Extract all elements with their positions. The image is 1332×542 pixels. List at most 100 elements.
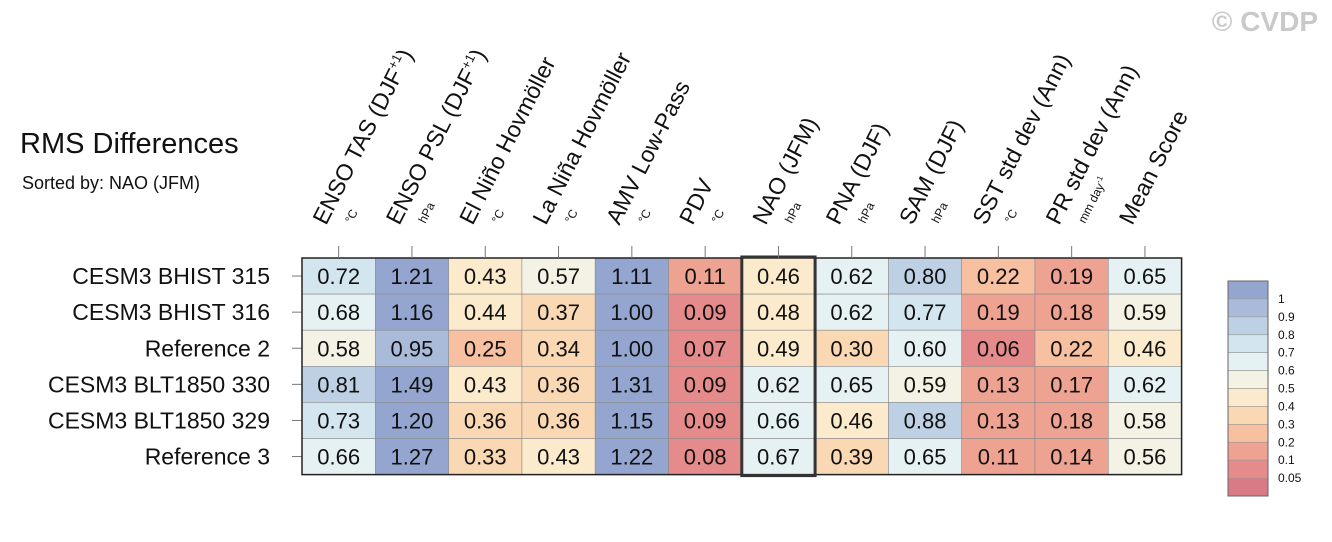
colorbar-segment <box>1227 459 1269 479</box>
row-label: CESM3 BHIST 315 <box>72 263 270 289</box>
heatmap-cell <box>888 329 963 367</box>
cell-value: 0.56 <box>1124 445 1167 470</box>
cell-value: 0.33 <box>464 445 507 470</box>
heatmap-cell <box>521 438 596 475</box>
cell-value: 0.58 <box>317 336 360 361</box>
cell-value: 0.72 <box>317 264 360 289</box>
cell-value: 0.88 <box>904 408 947 433</box>
heatmap-cell <box>374 365 449 403</box>
heatmap-cell <box>374 257 449 295</box>
heatmap-cell <box>374 329 449 367</box>
heatmap-cell <box>741 293 816 331</box>
colorbar-label: 0.7 <box>1278 346 1295 360</box>
column-unit: hPa <box>782 200 804 226</box>
colorbar-label: 0.2 <box>1278 435 1295 449</box>
heatmap-cell <box>1108 329 1182 367</box>
heatmap-cell <box>301 438 376 475</box>
cell-value: 0.59 <box>1124 300 1167 325</box>
cell-value: 0.67 <box>757 445 800 470</box>
heatmap-cell <box>301 329 376 367</box>
heatmap-cell <box>741 329 816 367</box>
column-label-superscript: +1 <box>458 51 478 71</box>
heatmap-cell <box>668 329 743 367</box>
cell-value: 0.44 <box>464 300 507 325</box>
column-label-text: Mean Score <box>1114 106 1193 228</box>
heatmap-cell <box>521 402 596 439</box>
cell-value: 0.65 <box>830 372 873 397</box>
heatmap-cell <box>594 402 669 439</box>
cell-value: 1.21 <box>391 264 434 289</box>
row-label: CESM3 BHIST 316 <box>72 299 270 325</box>
cell-value: 0.66 <box>757 408 800 433</box>
row-label: CESM3 BLT1850 330 <box>48 371 270 397</box>
colorbar-label: 1 <box>1278 292 1285 306</box>
heatmap-cell <box>814 257 889 295</box>
cell-value: 0.62 <box>830 300 873 325</box>
heatmap-cell <box>521 293 596 331</box>
column-unit-text: hPa <box>929 200 951 226</box>
heatmap-cell <box>961 402 1036 439</box>
cell-value: 0.62 <box>757 372 800 397</box>
cell-value: 0.37 <box>537 300 580 325</box>
heatmap-cell <box>668 438 743 475</box>
cell-value: 0.66 <box>317 445 360 470</box>
cell-value: 0.80 <box>904 264 947 289</box>
column-label-text: PNA (DJF) <box>820 119 893 229</box>
cell-value: 0.65 <box>1124 264 1167 289</box>
row-label: Reference 2 <box>145 335 270 361</box>
column-unit: °C <box>635 207 654 226</box>
colorbar-segment <box>1227 298 1269 318</box>
cell-value: 0.68 <box>317 300 360 325</box>
colorbar-label: 0.4 <box>1278 399 1295 413</box>
heatmap-cell <box>374 438 449 475</box>
heatmap-cell <box>448 293 523 331</box>
heatmap-cell <box>1108 257 1182 295</box>
cell-value: 0.59 <box>904 372 947 397</box>
cell-value: 0.43 <box>464 264 507 289</box>
heatmap-cell <box>521 365 596 403</box>
cell-value: 0.30 <box>830 336 873 361</box>
heatmap-cell <box>594 329 669 367</box>
column-unit-text: hPa <box>855 200 877 226</box>
row-label: CESM3 BLT1850 329 <box>48 407 270 433</box>
colorbar-segment <box>1227 406 1269 425</box>
cell-value: 0.22 <box>977 264 1020 289</box>
colorbar-border <box>1227 280 1269 497</box>
cell-value: 0.43 <box>464 372 507 397</box>
cell-value: 0.49 <box>757 336 800 361</box>
watermark: © CVDP <box>1211 6 1318 37</box>
cell-value: 0.39 <box>830 445 873 470</box>
heatmap-cell <box>301 402 376 439</box>
cell-value: 0.43 <box>537 445 580 470</box>
column-label-text: SAM (DJF) <box>894 115 969 228</box>
heatmap-cell <box>448 329 523 367</box>
colorbar-segment <box>1227 441 1269 461</box>
cell-value: 0.07 <box>684 336 727 361</box>
column-unit-text: °C <box>709 207 728 226</box>
cell-value: 1.15 <box>610 408 653 433</box>
cell-value: 0.34 <box>537 336 580 361</box>
column-label: PNA (DJF) <box>820 119 893 229</box>
heatmap-cell <box>668 293 743 331</box>
colorbar-label: 0.8 <box>1278 328 1295 342</box>
cell-value: 0.48 <box>757 300 800 325</box>
heatmap-cell <box>1034 438 1109 475</box>
colorbar-label: 0.6 <box>1278 364 1295 378</box>
heatmap-cell <box>668 365 743 403</box>
colorbar-label: 0.05 <box>1278 471 1302 485</box>
heatmap-cell <box>888 402 963 439</box>
heatmap-cell <box>668 402 743 439</box>
cell-value: 1.31 <box>610 372 653 397</box>
cell-value: 0.46 <box>757 264 800 289</box>
heatmap-cell <box>448 438 523 475</box>
colorbar-label: 0.3 <box>1278 417 1295 431</box>
column-unit: hPa <box>415 200 437 226</box>
chart-subtitle: Sorted by: NAO (JFM) <box>22 173 201 193</box>
heatmap-cell <box>814 438 889 475</box>
colorbar-segment <box>1227 316 1269 336</box>
cell-value: 0.65 <box>904 445 947 470</box>
column-unit: °C <box>489 207 508 226</box>
column-unit-text: °C <box>635 207 654 226</box>
cell-value: 0.25 <box>464 336 507 361</box>
